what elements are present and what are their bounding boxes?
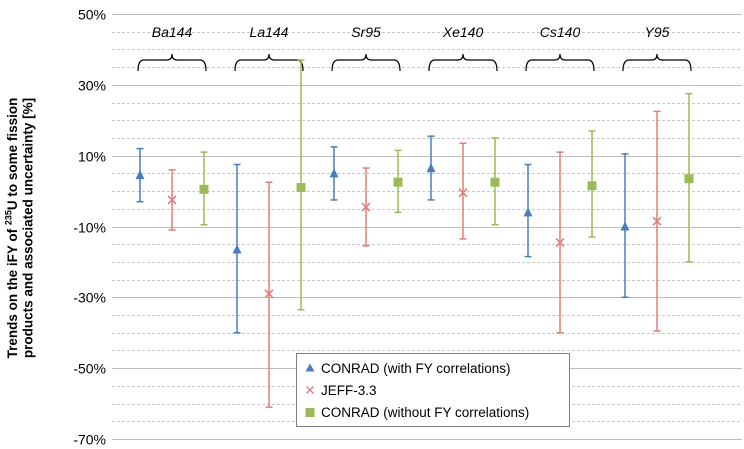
y-tick-label: 30% [78, 78, 106, 94]
triangle-marker-icon [303, 361, 317, 375]
data-point-cross [167, 195, 177, 205]
major-gridlines [112, 14, 742, 440]
group-brace [622, 53, 692, 72]
data-point-triangle [620, 221, 630, 231]
data-point-square [490, 177, 500, 187]
square-marker-icon [303, 405, 317, 419]
data-point-cross [458, 188, 468, 198]
legend-item-conrad-without-fy: CONRAD (without FY correlations) [303, 401, 563, 423]
series [135, 59, 694, 408]
legend-label: JEFF-3.3 [321, 382, 377, 398]
group-labels: Ba144 La144 Sr95 Xe140 Cs140 Y95 [152, 24, 670, 40]
group-braces [137, 53, 692, 72]
data-point-cross [264, 289, 274, 299]
y-tick-label: -30% [73, 290, 106, 306]
data-point-triangle [523, 207, 533, 217]
data-point-square [296, 183, 306, 193]
group-label: Ba144 [152, 24, 193, 40]
legend: CONRAD (with FY correlations) JEFF-3.3 C… [296, 353, 570, 427]
y-tick-label: -10% [73, 220, 106, 236]
data-point-square [393, 177, 403, 187]
series-square [199, 59, 694, 311]
group-brace [428, 53, 498, 72]
group-brace [525, 53, 595, 72]
cross-marker-icon [303, 383, 317, 397]
group-brace [331, 53, 401, 72]
data-point-square [199, 184, 209, 194]
series-cross [167, 110, 662, 408]
group-brace [234, 53, 304, 72]
group-label: La144 [250, 24, 289, 40]
legend-item-jeff: JEFF-3.3 [303, 379, 563, 401]
series-triangle [135, 135, 630, 334]
legend-item-conrad-with-fy: CONRAD (with FY correlations) [303, 357, 563, 379]
data-point-square [684, 174, 694, 184]
group-label: Sr95 [351, 24, 381, 40]
legend-label: CONRAD (without FY correlations) [321, 404, 530, 420]
data-point-triangle [329, 168, 339, 178]
data-point-cross [555, 237, 565, 248]
group-label: Y95 [645, 24, 670, 40]
group-brace [137, 53, 207, 72]
group-label: Cs140 [540, 24, 581, 40]
y-tick-label: 50% [78, 7, 106, 23]
legend-label: CONRAD (with FY correlations) [321, 360, 511, 376]
data-point-cross [361, 202, 371, 212]
data-point-cross [652, 216, 662, 226]
data-point-triangle [135, 170, 145, 180]
y-tick-label: -50% [73, 361, 106, 377]
group-label: Xe140 [442, 24, 484, 40]
y-tick-label: 10% [78, 149, 106, 165]
y-tick-labels: 50% 30% 10% -10% -30% -50% -70% [73, 7, 106, 448]
minor-gridlines [112, 32, 742, 422]
data-point-triangle [426, 163, 436, 173]
data-point-triangle [232, 244, 242, 254]
data-point-square [587, 181, 597, 191]
y-tick-label: -70% [73, 432, 106, 448]
